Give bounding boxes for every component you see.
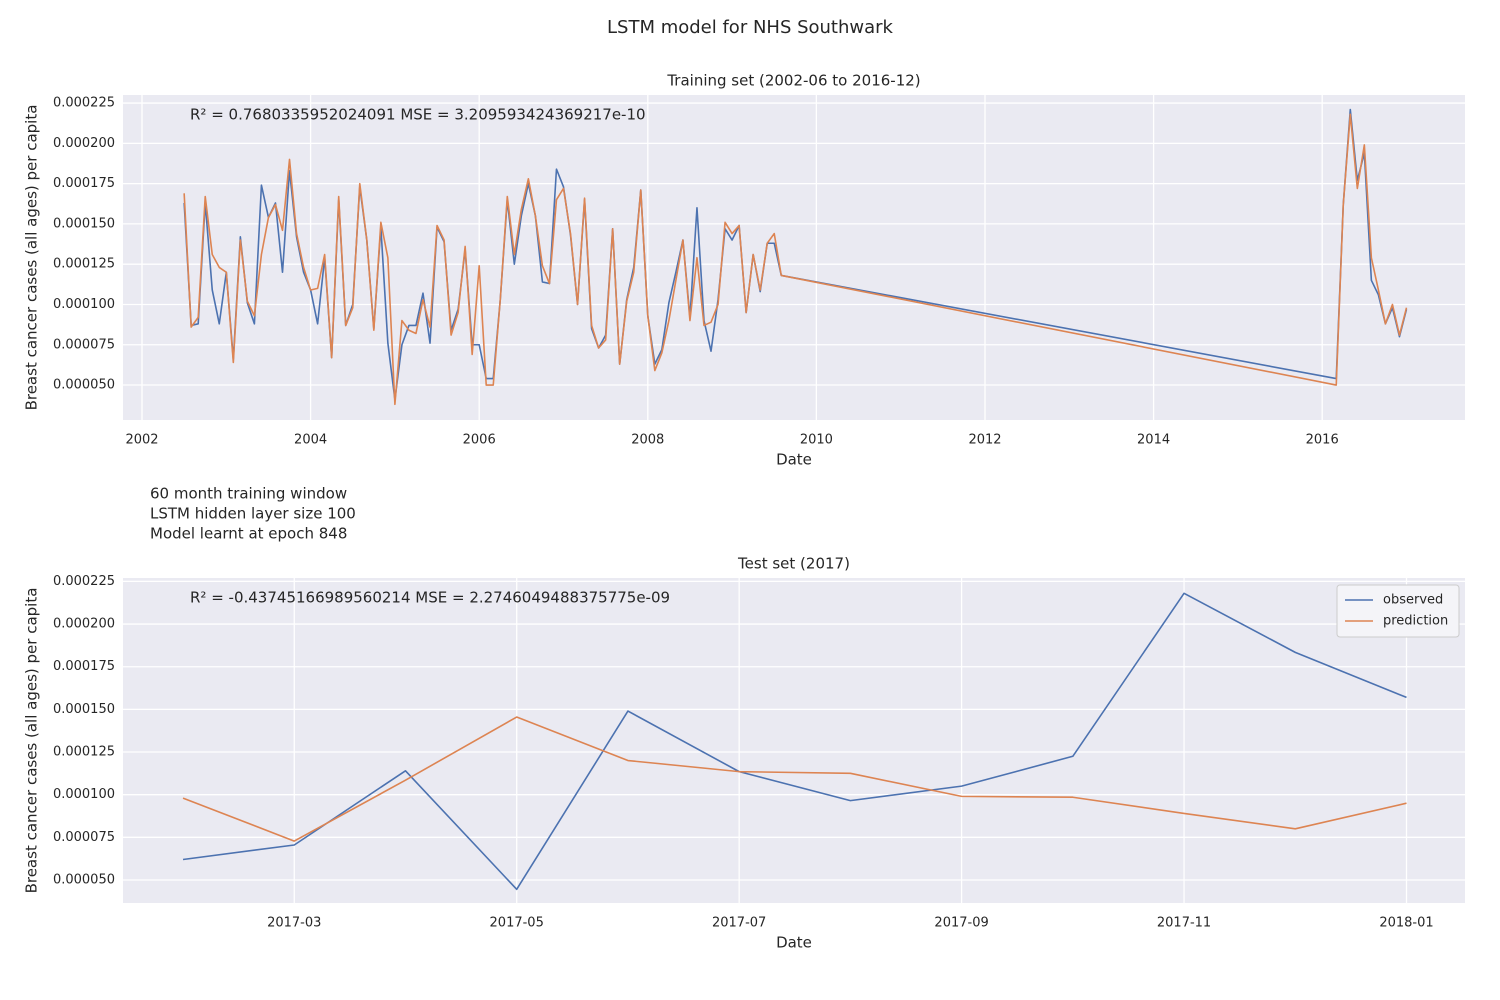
note: 60 month training window (150, 485, 347, 503)
x-tick-label: 2006 (463, 433, 496, 448)
series-line (182, 716, 1407, 842)
y-tick-label: 0.000050 (53, 378, 115, 393)
annotation: R² = -0.43745166989560214 MSE = 2.274604… (190, 589, 670, 607)
x-tick-label: 2017-11 (1157, 916, 1211, 931)
x-tick-label: 2010 (800, 433, 833, 448)
legend-box (1336, 584, 1460, 638)
y-tick-label: 0.000150 (53, 702, 115, 717)
x-tick-label: 2018-01 (1379, 916, 1433, 931)
x-tick-label: 2008 (631, 433, 664, 448)
series-line (183, 113, 1408, 406)
y-tick-label: 0.000100 (53, 297, 115, 312)
series-line (182, 592, 1407, 891)
x-axis-label: Date (776, 934, 812, 952)
y-tick-label: 0.000125 (53, 745, 115, 760)
x-axis-label: Date (776, 451, 812, 469)
y-tick-label: 0.000100 (53, 787, 115, 802)
y-tick-label: 0.000225 (53, 96, 115, 111)
x-tick-label: 2016 (1306, 433, 1339, 448)
y-tick-label: 0.000175 (53, 659, 115, 674)
y-tick-label: 0.000225 (53, 574, 115, 589)
note: LSTM hidden layer size 100 (150, 505, 356, 523)
y-tick-label: 0.000125 (53, 257, 115, 272)
chart-title: Training set (2002-06 to 2016-12) (666, 72, 920, 90)
y-tick-label: 0.000200 (53, 136, 115, 151)
x-tick-label: 2017-03 (267, 916, 321, 931)
x-tick-label: 2017-09 (934, 916, 988, 931)
x-tick-label: 2002 (125, 433, 158, 448)
legend-label: observed (1383, 593, 1443, 608)
x-tick-label: 2017-07 (712, 916, 766, 931)
x-tick-label: 2014 (1137, 433, 1170, 448)
y-tick-label: 0.000075 (53, 830, 115, 845)
x-tick-label: 2017-05 (490, 916, 544, 931)
x-tick-label: 2012 (968, 433, 1001, 448)
chart-title: Test set (2017) (737, 555, 850, 573)
legend-label: prediction (1383, 614, 1448, 629)
y-tick-label: 0.000150 (53, 216, 115, 231)
plot-area (123, 578, 1465, 903)
note: Model learnt at epoch 848 (150, 525, 347, 543)
y-tick-label: 0.000175 (53, 176, 115, 191)
y-tick-label: 0.000200 (53, 617, 115, 632)
y-tick-label: 0.000075 (53, 337, 115, 352)
figure-title: LSTM model for NHS Southwark (607, 17, 894, 38)
x-tick-label: 2004 (294, 433, 327, 448)
annotation: R² = 0.7680335952024091 MSE = 3.20959342… (190, 106, 646, 124)
y-axis-label: Breast cancer cases (all ages) per capit… (23, 105, 41, 411)
y-tick-label: 0.000050 (53, 872, 115, 887)
y-axis-label: Breast cancer cases (all ages) per capit… (23, 588, 41, 894)
